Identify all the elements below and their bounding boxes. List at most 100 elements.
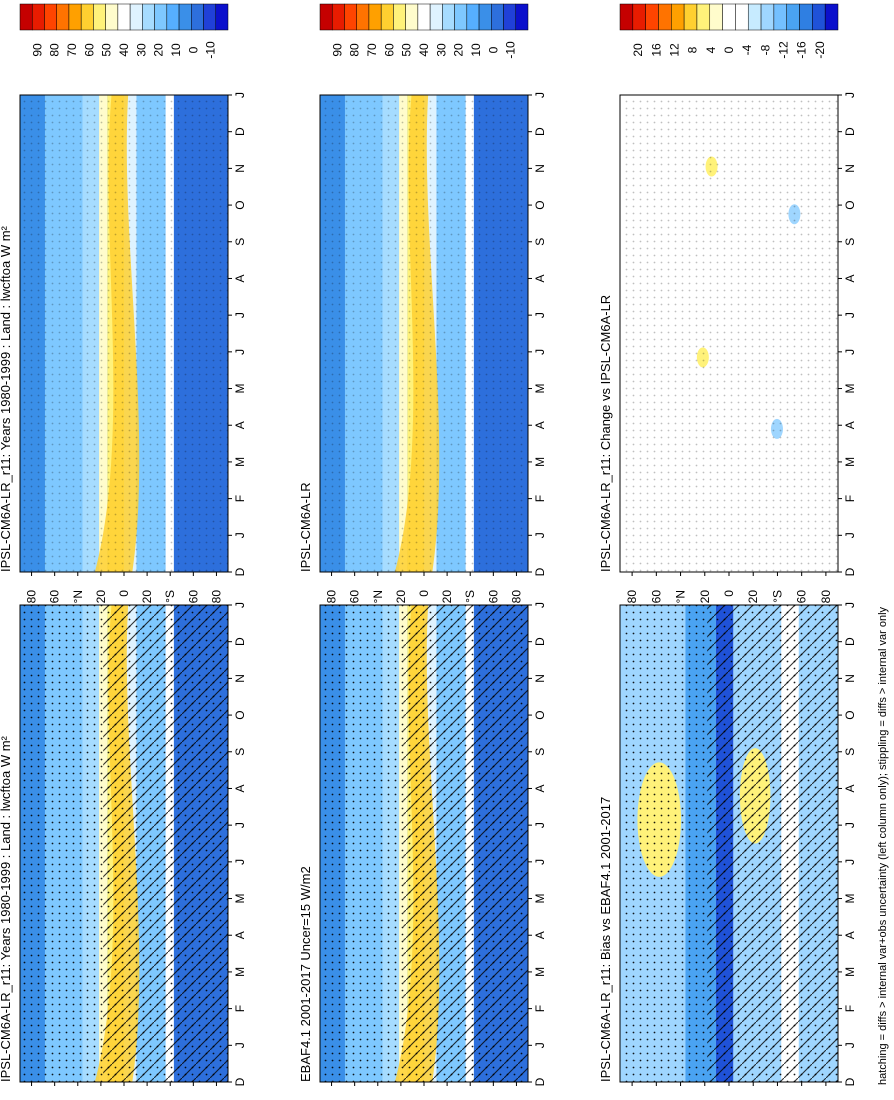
month-tick-label: A	[843, 784, 857, 792]
colorbar-swatch	[709, 3, 723, 31]
month-tick-label: S	[843, 748, 857, 756]
colorbar-tick-label: 0	[186, 46, 200, 53]
lat-tick-label: 60	[348, 590, 362, 604]
heatmap-panel-4: 8060°N20020°S6080DJFMAMJJASONDJIPSL-CM6A…	[598, 602, 857, 1100]
month-tick-label: A	[233, 931, 247, 939]
colorbar-swatch	[393, 3, 406, 31]
month-tick-label: J	[533, 349, 547, 355]
month-tick-label: J	[533, 532, 547, 538]
month-tick-label: D	[233, 127, 247, 136]
hatching-overlay	[103, 605, 228, 1082]
month-tick-label: S	[233, 238, 247, 246]
heatmap-panel-0: 8060°N20020°S6080DJFMAMJJASONDJIPSL-CM6A…	[0, 602, 247, 1100]
month-tick-label: M	[533, 384, 547, 394]
colorbar-swatch	[68, 3, 82, 31]
colorbar-swatch	[203, 3, 217, 31]
colorbar-tick-label: 10	[169, 43, 183, 57]
lat-tick-label: 80	[209, 590, 223, 604]
colorbar-swatch	[44, 3, 57, 31]
heatmap-panel-3: 80 60 °N 20 0 20 °S 60 80 D J F M A M J J A S O N D J IPSL-CM6A…	[298, 92, 547, 603]
colorbar-swatch	[658, 3, 672, 31]
month-tick-label: F	[533, 495, 547, 502]
month-tick-label: J	[843, 602, 857, 608]
colorbar-tick-label: 0	[486, 46, 500, 53]
month-tick-label: J	[843, 859, 857, 865]
colorbar-swatch	[417, 3, 431, 31]
month-tick-label: F	[233, 495, 247, 502]
colorbar-tick-label: 40	[417, 43, 431, 57]
colorbar-tick-label: 8	[686, 46, 700, 53]
month-tick-label: O	[843, 710, 857, 719]
lat-tick-label: 60	[48, 590, 62, 604]
month-tick-label: J	[533, 1042, 547, 1048]
lat-tick-label: 20	[698, 590, 712, 604]
colorbar-tick-label: 60	[382, 43, 396, 57]
lat-tick-label: 20	[440, 590, 454, 604]
month-tick-label: D	[843, 1077, 857, 1086]
lat-tick-label: °N	[371, 590, 385, 603]
colorbar-swatch	[503, 3, 517, 31]
hatching-overlay	[707, 605, 838, 1082]
colorbar-tick-label: 70	[365, 43, 379, 57]
lat-tick-label: 80	[25, 590, 39, 604]
colorbar-tick-label: 50	[400, 43, 414, 57]
colorbar-swatch	[215, 3, 229, 31]
month-tick-label: J	[843, 532, 857, 538]
colorbar-swatch	[671, 3, 685, 31]
colorbar-swatch	[773, 3, 787, 31]
colorbar-swatch	[344, 3, 357, 31]
month-tick-label: J	[233, 532, 247, 538]
colorbar-tick-label: 90	[330, 43, 344, 57]
month-tick-label: A	[233, 421, 247, 429]
colorbar-swatch	[19, 3, 33, 31]
colorbar-tick-label: 80	[48, 43, 62, 57]
month-tick-label: M	[533, 894, 547, 904]
month-tick-label: A	[533, 784, 547, 792]
colorbar-swatch	[117, 3, 131, 31]
colorbar-tick-label: -16	[795, 41, 809, 59]
lat-tick-label: 60	[795, 590, 809, 604]
colorbar-1: 90 80 70 60 50 40 30 20 10 0 -10	[319, 3, 529, 59]
colorbar-tick-label: 20	[452, 43, 466, 57]
month-tick-label: D	[233, 637, 247, 646]
month-tick-label: A	[533, 421, 547, 429]
month-tick-label: F	[233, 1005, 247, 1012]
colorbar-swatch	[478, 3, 492, 31]
colorbar-swatch	[356, 3, 370, 31]
colorbar-swatch	[619, 3, 634, 31]
colorbar-0: 90 80 70 60 50 40 30 20 10 0 -10	[19, 3, 229, 59]
month-tick-label: D	[843, 127, 857, 136]
month-tick-label: M	[533, 967, 547, 977]
colorbar-swatch	[331, 3, 345, 31]
colorbar-2: 20 16 12 8 4 0 -4 -8 -12 -16 -20	[619, 3, 839, 59]
colorbar-swatch	[154, 3, 168, 31]
lat-tick-label: 60	[486, 590, 500, 604]
month-tick-label: O	[533, 200, 547, 209]
lat-tick-label: 20	[140, 590, 154, 604]
month-tick-label: J	[843, 312, 857, 318]
stippling-overlay	[620, 95, 838, 572]
lat-tick-label: 80	[625, 590, 639, 604]
colorbar-swatch	[824, 3, 839, 31]
colorbar-tick-label: 70	[65, 43, 79, 57]
colorbar-swatch	[683, 3, 698, 31]
month-tick-label: J	[233, 92, 247, 98]
colorbar-tick-label: -10	[504, 41, 518, 59]
colorbar-swatch	[80, 3, 94, 31]
month-tick-label: A	[233, 784, 247, 792]
month-tick-label: J	[233, 822, 247, 828]
month-tick-label: O	[843, 200, 857, 209]
colorbar-swatch	[812, 3, 826, 31]
colorbar-swatch	[466, 3, 480, 31]
lat-tick-label: 80	[819, 590, 833, 604]
month-tick-label: J	[233, 1042, 247, 1048]
month-tick-label: S	[533, 238, 547, 246]
month-tick-label: J	[233, 349, 247, 355]
panel-title: IPSL-CM6A-LR_r11: Years 1980-1999 : Land…	[0, 735, 13, 1082]
colorbar-swatch	[454, 3, 468, 31]
colorbar-swatch	[56, 3, 70, 31]
colorbar-swatch	[632, 3, 646, 31]
month-tick-label: J	[843, 1042, 857, 1048]
lat-tick-label: 20	[94, 590, 108, 604]
